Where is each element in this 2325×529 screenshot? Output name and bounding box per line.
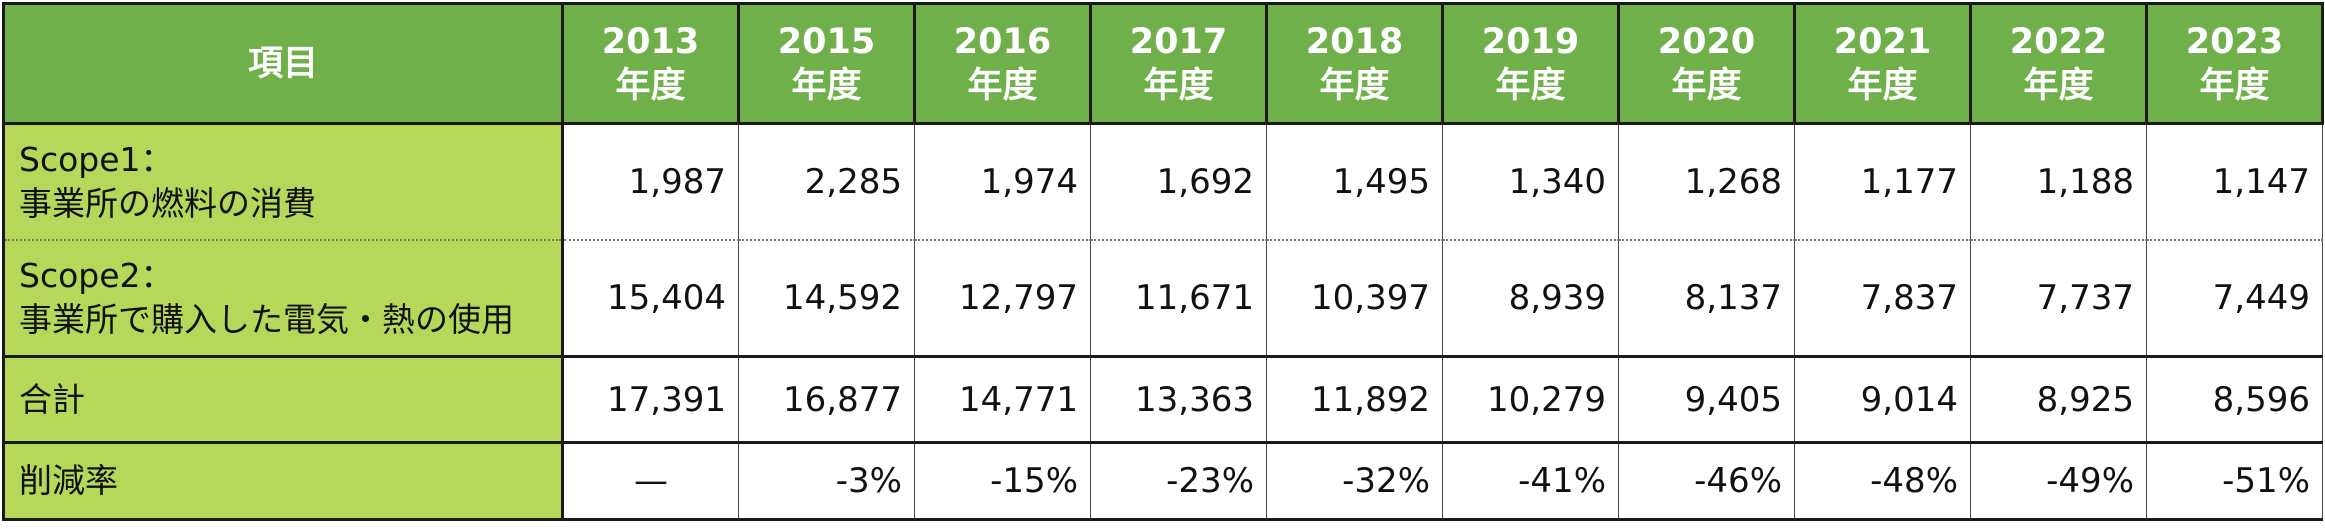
header-row: 項目 2013 年度 2015 年度 2016 年度 2017 年度 2018 年度 2019 年度 20… (2, 2, 2324, 125)
year: 2018 (1305, 21, 1404, 62)
row-label: 削減率 (2, 441, 564, 521)
cell: 7,737 (1970, 239, 2147, 358)
header-year: 2016 年度 (913, 2, 1092, 125)
label-line: 合計 (19, 379, 85, 419)
cell: -32% (1266, 441, 1443, 521)
row: 削減率 — -3% -15% -23% -32% -41% -46% -48% -49% -51% (2, 441, 2323, 521)
unit: 年度 (615, 65, 686, 106)
unit: 年度 (791, 65, 862, 106)
cell: 1,495 (1266, 122, 1443, 241)
cell: 1,177 (1794, 122, 1971, 241)
year: 2021 (1833, 21, 1932, 62)
cell: 1,692 (1090, 122, 1267, 241)
cell: 12,797 (914, 239, 1091, 358)
year: 2019 (1481, 21, 1580, 62)
cell: 7,449 (2146, 239, 2323, 358)
unit: 年度 (2199, 65, 2270, 106)
cell: 13,363 (1090, 355, 1267, 444)
year: 2013 (601, 21, 700, 62)
header-year: 2020 年度 (1617, 2, 1796, 125)
cell: -41% (1442, 441, 1619, 521)
cell: -49% (1970, 441, 2147, 521)
emissions-table: 項目 2013 年度 2015 年度 2016 年度 2017 年度 2018 年度 2019 年度 20… (2, 2, 2324, 521)
header-year: 2019 年度 (1441, 2, 1620, 125)
row-label: Scope1： 事業所の燃料の消費 (2, 122, 564, 241)
header-label: 項目 (2, 2, 564, 125)
cell: — (562, 441, 739, 521)
cell: 17,391 (562, 355, 739, 444)
cell: 14,771 (914, 355, 1091, 444)
row: Scope1： 事業所の燃料の消費 1,987 2,285 1,974 1,692 1,49… (2, 122, 2323, 241)
cell: -46% (1618, 441, 1795, 521)
row: Scope2： 事業所で購入した電気・熱の使用 15,404 14,592 12,797… (2, 239, 2323, 358)
cell: 2,285 (738, 122, 915, 241)
cell: 1,340 (1442, 122, 1619, 241)
row: 合計 17,391 16,877 14,771 13,363 11,892 10,279 9,… (2, 355, 2323, 444)
header-year: 2017 年度 (1089, 2, 1268, 125)
cell: 1,188 (1970, 122, 2147, 241)
cell: -3% (738, 441, 915, 521)
cell: -51% (2146, 441, 2323, 521)
year: 2016 (953, 21, 1052, 62)
label-line: Scope1： (19, 140, 174, 179)
header-year: 2015 年度 (737, 2, 916, 125)
unit: 年度 (1847, 65, 1918, 106)
cell: 1,974 (914, 122, 1091, 241)
header-year: 2013 年度 (561, 2, 740, 125)
cell: 1,268 (1618, 122, 1795, 241)
cell: 10,279 (1442, 355, 1619, 444)
row-label: 合計 (2, 355, 564, 444)
header-year: 2018 年度 (1265, 2, 1444, 125)
unit: 年度 (1319, 65, 1390, 106)
year: 2015 (777, 21, 876, 62)
year: 2022 (2009, 21, 2108, 62)
cell: 9,405 (1618, 355, 1795, 444)
cell: 8,925 (1970, 355, 2147, 444)
header-year: 2023 年度 (2145, 2, 2324, 125)
unit: 年度 (967, 65, 1038, 106)
unit: 年度 (1495, 65, 1566, 106)
cell: 7,837 (1794, 239, 1971, 358)
unit: 年度 (2023, 65, 2094, 106)
unit: 年度 (1671, 65, 1742, 106)
header-year: 2021 年度 (1793, 2, 1972, 125)
label-line: Scope2： (19, 256, 174, 295)
cell: 14,592 (738, 239, 915, 358)
cell: -23% (1090, 441, 1267, 521)
cell: 10,397 (1266, 239, 1443, 358)
cell: 15,404 (562, 239, 739, 358)
cell: 1,987 (562, 122, 739, 241)
header-year: 2022 年度 (1969, 2, 2148, 125)
year: 2017 (1129, 21, 1228, 62)
year: 2023 (2185, 21, 2284, 62)
cell: 16,877 (738, 355, 915, 444)
cell: 8,137 (1618, 239, 1795, 358)
label-line: 事業所の燃料の消費 (19, 184, 316, 223)
label-line: 事業所で購入した電気・熱の使用 (19, 300, 514, 339)
cell: 9,014 (1794, 355, 1971, 444)
cell: 8,939 (1442, 239, 1619, 358)
row-label: Scope2： 事業所で購入した電気・熱の使用 (2, 239, 564, 358)
year: 2020 (1657, 21, 1756, 62)
cell: 1,147 (2146, 122, 2323, 241)
cell: 8,596 (2146, 355, 2323, 444)
cell: -15% (914, 441, 1091, 521)
label-line: 削減率 (19, 461, 118, 500)
cell: 11,671 (1090, 239, 1267, 358)
unit: 年度 (1143, 65, 1214, 106)
cell: 11,892 (1266, 355, 1443, 444)
cell: -48% (1794, 441, 1971, 521)
